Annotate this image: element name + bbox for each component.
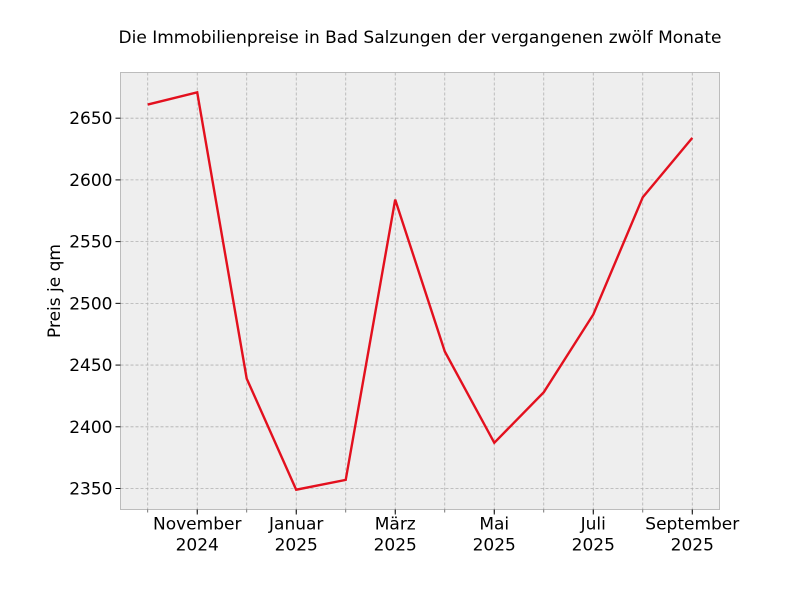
plot-area (121, 73, 720, 510)
y-tick-label: 2550 (69, 233, 112, 253)
x-tick-label-month: November (153, 515, 241, 535)
x-tick-label-month: Juli (580, 515, 606, 535)
x-tick-label-year: 2025 (671, 536, 714, 556)
x-tick-label-year: 2024 (176, 536, 219, 556)
x-tick-label-year: 2025 (473, 536, 516, 556)
x-axis: November2024Januar2025März2025Mai2025Jul… (148, 510, 740, 556)
y-tick-label: 2400 (69, 418, 112, 438)
x-tick-label-month: Mai (479, 515, 509, 535)
y-tick-label: 2500 (69, 294, 112, 314)
y-tick-label: 2650 (69, 109, 112, 129)
y-tick-label: 2350 (69, 480, 112, 500)
y-axis: 2350 2400 2450 2500 2550 2600 2650 (69, 109, 120, 499)
chart-title: Die Immobilienpreise in Bad Salzungen de… (119, 28, 722, 48)
x-tick-label-year: 2025 (374, 536, 417, 556)
y-axis-label: Preis je qm (45, 244, 65, 338)
x-tick-label-year: 2025 (275, 536, 318, 556)
x-tick-label-month: März (375, 515, 416, 535)
x-tick-label-month: September (645, 515, 739, 535)
y-tick-label: 2450 (69, 356, 112, 376)
y-tick-label: 2600 (69, 171, 112, 191)
x-tick-label-year: 2025 (572, 536, 615, 556)
x-tick-label-month: Januar (268, 515, 323, 535)
